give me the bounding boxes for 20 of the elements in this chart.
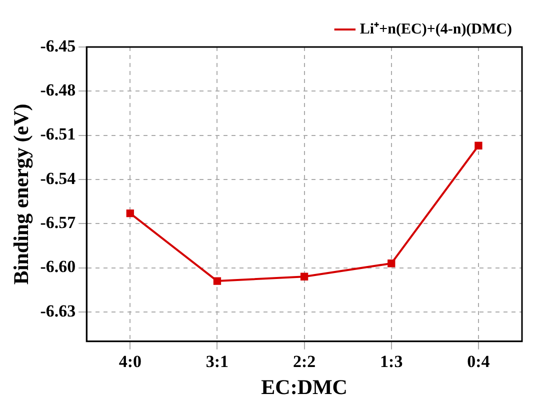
x-tick-label: 3:1 — [206, 352, 229, 371]
x-tick-label: 1:3 — [380, 352, 403, 371]
legend-label: Li⁺+n(EC)+(4-n)(DMC) — [360, 21, 512, 38]
point — [126, 210, 134, 218]
x-axis-title: EC:DMC — [261, 374, 348, 399]
y-tick-label: -6.48 — [40, 80, 76, 100]
y-tick-label: -6.54 — [40, 168, 76, 188]
y-tick-label: -6.60 — [40, 257, 76, 276]
point — [474, 142, 482, 150]
y-tick-label: -6.45 — [40, 36, 76, 56]
y-tick-label: -6.63 — [40, 301, 76, 320]
y-tick-label: -6.51 — [40, 124, 76, 144]
y-tick-label: -6.57 — [40, 213, 76, 232]
x-tick-label: 4:0 — [118, 352, 142, 371]
y-axis-title: Binding energy (eV) — [9, 104, 34, 285]
x-tick-label: 2:2 — [292, 352, 316, 371]
point — [300, 272, 308, 280]
point — [213, 277, 222, 285]
x-tick-label: 0:4 — [467, 352, 490, 371]
point — [388, 260, 396, 268]
